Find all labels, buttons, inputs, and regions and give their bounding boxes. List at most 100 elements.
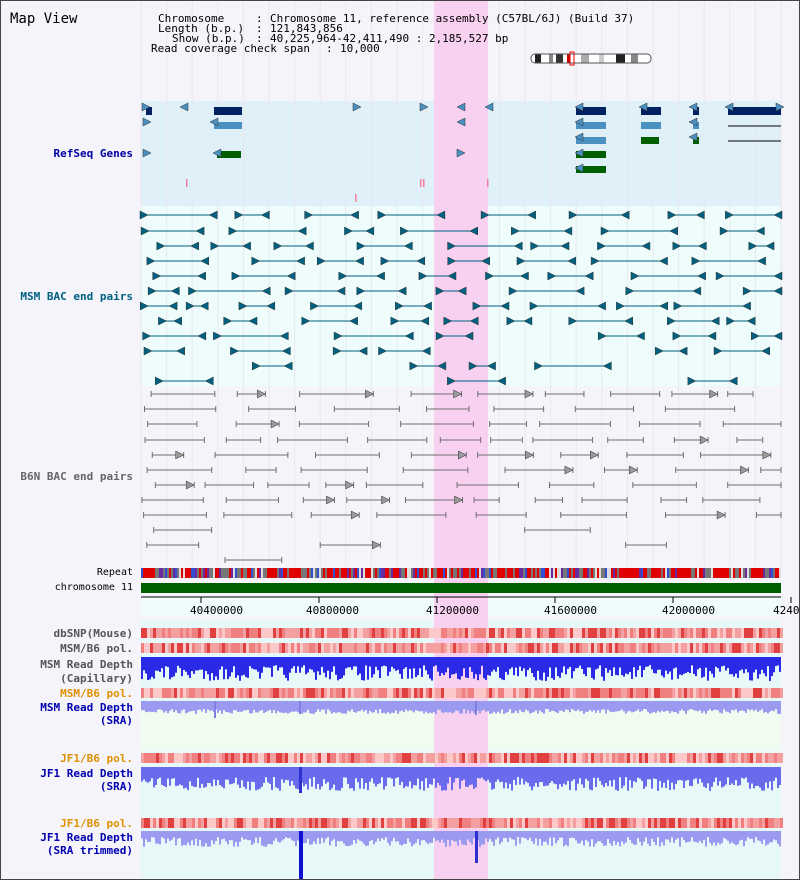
- repeat-element: [747, 568, 749, 578]
- depth-bar: [477, 665, 479, 681]
- msm-bac-end: [755, 226, 765, 236]
- refseq-genes-label[interactable]: RefSeq Genes: [53, 147, 133, 160]
- heat-cell: [750, 628, 753, 638]
- depth-bar: [285, 665, 287, 678]
- heat-cell: [165, 628, 168, 638]
- heat-cell: [345, 688, 348, 698]
- depth-bar: [539, 665, 541, 680]
- depth-bar: [709, 837, 711, 843]
- jf1-depth-sra-label[interactable]: JF1 Read Depth: [40, 767, 133, 780]
- heat-cell: [174, 628, 177, 638]
- depth-bar: [271, 777, 273, 790]
- msm-depth-sra-label[interactable]: MSM Read Depth: [40, 701, 133, 714]
- heat-cell: [618, 753, 621, 763]
- depth-bar: [449, 665, 451, 679]
- depth-bar: [735, 777, 737, 781]
- repeat-element: [399, 568, 401, 578]
- heat-cell: [678, 643, 681, 653]
- heat-cell: [153, 643, 156, 653]
- heat-cell: [531, 818, 534, 828]
- heat-cell: [672, 688, 675, 698]
- heat-cell: [654, 643, 657, 653]
- msm-depth-capillary-label[interactable]: MSM Read Depth: [40, 658, 133, 671]
- depth-bar: [355, 665, 357, 667]
- heat-cell: [777, 688, 780, 698]
- depth-bar: [381, 709, 383, 714]
- repeat-element: [447, 568, 449, 578]
- depth-bar: [597, 709, 599, 711]
- repeat-element: [757, 568, 759, 578]
- depth-bar: [233, 709, 235, 711]
- depth-bar: [261, 837, 263, 846]
- heat-cell: [168, 643, 171, 653]
- heat-cell: [660, 753, 663, 763]
- depth-bar: [417, 665, 419, 676]
- dbsnp-label[interactable]: dbSNP(Mouse): [53, 627, 133, 640]
- jf1-b6-pol-trim-heatmap: [141, 818, 783, 828]
- heat-cell: [216, 628, 219, 638]
- heat-cell: [165, 688, 168, 698]
- depth-bar: [147, 709, 149, 712]
- heat-cell: [201, 688, 204, 698]
- jf1-depth-trim-label[interactable]: JF1 Read Depth: [40, 831, 133, 844]
- heat-cell: [663, 818, 666, 828]
- heat-cell: [603, 688, 606, 698]
- depth-bar: [173, 709, 175, 713]
- msm-bac-end: [296, 256, 305, 266]
- msm-bac-end: [197, 271, 206, 281]
- msm-bac-end: [457, 286, 467, 296]
- refseq-gene: [641, 122, 661, 129]
- msm-bac-end: [513, 241, 523, 251]
- jf1-b6-pol-label[interactable]: JF1/B6 pol.: [60, 752, 133, 765]
- heat-cell: [636, 628, 639, 638]
- repeat-element: [691, 568, 693, 578]
- jf1-b6-pol-trim-label[interactable]: JF1/B6 pol.: [60, 817, 133, 830]
- heat-cell: [147, 643, 150, 653]
- msm-bac-label[interactable]: MSM BAC end pairs: [20, 290, 133, 303]
- depth-bar: [171, 665, 173, 678]
- msm-bac-end: [173, 316, 182, 326]
- heat-cell: [342, 643, 345, 653]
- depth-bar: [605, 837, 607, 846]
- msm-b6-pol-label[interactable]: MSM/B6 pol.: [60, 642, 133, 655]
- depth-bar: [385, 777, 387, 787]
- heat-cell: [234, 753, 237, 763]
- heat-cell: [690, 643, 693, 653]
- heat-cell: [378, 753, 381, 763]
- msm-bac-end: [523, 316, 533, 326]
- heat-cell: [759, 643, 762, 653]
- msm-b6-pol-sra-label[interactable]: MSM/B6 pol.: [60, 687, 133, 700]
- heat-cell: [471, 628, 474, 638]
- depth-bar: [679, 665, 681, 675]
- heat-cell: [273, 818, 276, 828]
- heat-cell: [480, 643, 483, 653]
- repeat-element: [527, 568, 529, 578]
- heat-cell: [768, 818, 771, 828]
- depth-bar: [557, 665, 559, 677]
- heat-cell: [315, 753, 318, 763]
- depth-bar: [713, 709, 715, 710]
- heat-cell: [207, 753, 210, 763]
- heat-cell: [726, 643, 729, 653]
- b6n-bac-label[interactable]: B6N BAC end pairs: [20, 470, 133, 483]
- depth-bar: [745, 709, 747, 713]
- depth-bar: [749, 665, 751, 681]
- refseq-gene: [728, 107, 781, 115]
- repeat-element: [579, 568, 581, 578]
- repeat-element: [267, 568, 269, 578]
- repeat-element: [451, 568, 453, 578]
- depth-bar: [311, 709, 313, 714]
- depth-bar: [511, 709, 513, 714]
- depth-bar: [615, 777, 617, 790]
- heat-cell: [654, 818, 657, 828]
- depth-bar: [439, 837, 441, 843]
- heat-cell: [555, 643, 558, 653]
- heat-cell: [567, 753, 570, 763]
- depth-bar: [475, 665, 477, 675]
- depth-bar: [633, 777, 635, 782]
- heat-cell: [273, 643, 276, 653]
- depth-bar: [317, 777, 319, 784]
- repeat-element: [209, 568, 211, 578]
- depth-bar: [465, 709, 467, 714]
